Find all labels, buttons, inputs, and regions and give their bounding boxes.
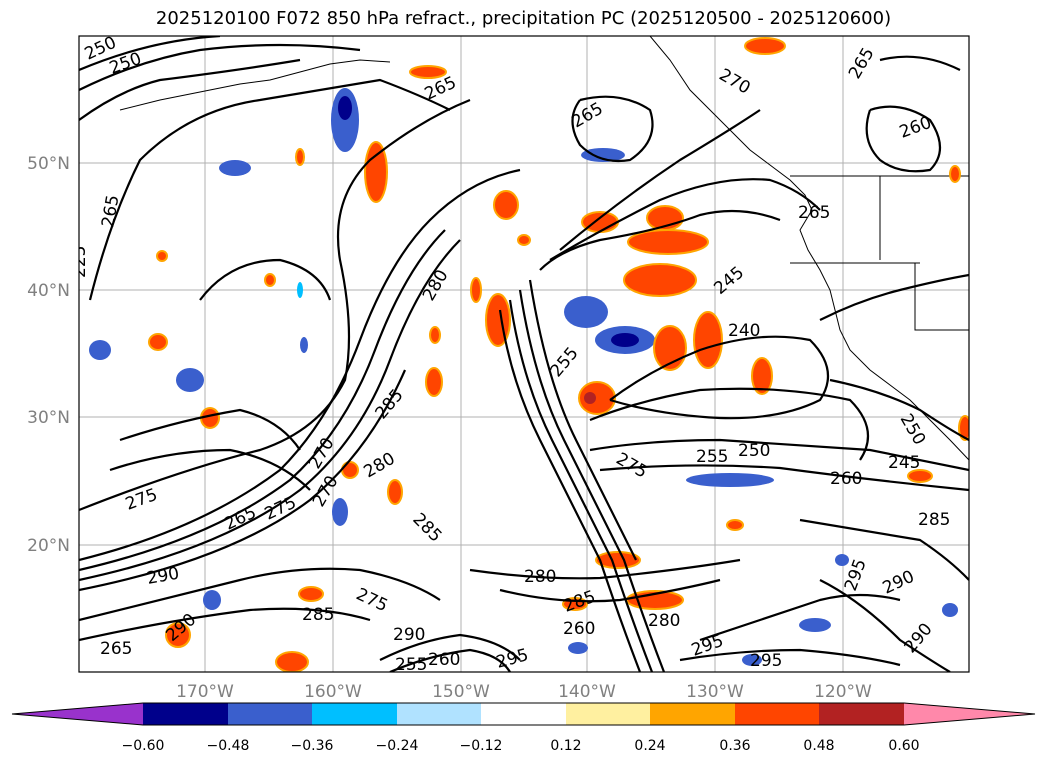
contour-label: 240 bbox=[728, 321, 760, 341]
longitude-labels: 170°W 160°W 150°W 140°W 130°W 120°W bbox=[176, 682, 872, 702]
plot-title: 2025120100 F072 850 hPa refract., precip… bbox=[155, 8, 892, 29]
contour-label: 245 bbox=[888, 453, 920, 473]
contour-label: 295 bbox=[750, 651, 782, 671]
lat-label-40n: 40°N bbox=[27, 281, 70, 301]
contour-label: 280 bbox=[648, 611, 680, 631]
contour-label: 265 bbox=[798, 203, 830, 223]
colorbar-tick-label: 0.48 bbox=[803, 738, 834, 754]
colorbar-tick-label: 0.12 bbox=[550, 738, 581, 754]
colorbar-bin bbox=[143, 703, 228, 725]
lon-label-140w: 140°W bbox=[558, 682, 616, 702]
colorbar-bin bbox=[819, 703, 904, 725]
coastlines bbox=[119, 36, 969, 461]
contour-label: 260 bbox=[563, 619, 595, 639]
contour-label: 250 bbox=[738, 441, 770, 461]
lat-label-50n: 50°N bbox=[27, 154, 70, 174]
colorbar-tick-label: 0.60 bbox=[888, 738, 919, 754]
colorbar-tick-label: −0.12 bbox=[460, 738, 503, 754]
contour-label: 260 bbox=[428, 650, 460, 670]
colorbar-bin bbox=[228, 703, 312, 725]
colorbar-tick-label: 0.24 bbox=[634, 738, 665, 754]
colorbar-tick-label: −0.36 bbox=[291, 738, 334, 754]
colorbar-bin bbox=[735, 703, 819, 725]
colorbar-tick-label: 0.36 bbox=[719, 738, 750, 754]
lon-label-120w: 120°W bbox=[814, 682, 872, 702]
colorbar-tick-labels: −0.60 −0.48 −0.36 −0.24 −0.12 0.12 0.24 … bbox=[122, 738, 920, 754]
colorbar: −0.60 −0.48 −0.36 −0.24 −0.12 0.12 0.24 … bbox=[11, 702, 1036, 754]
contour-label: 285 bbox=[918, 510, 950, 530]
contour-label: 290 bbox=[393, 625, 425, 645]
refractivity-contours bbox=[79, 36, 969, 672]
lon-label-150w: 150°W bbox=[432, 682, 490, 702]
contour-label: 225 bbox=[70, 246, 90, 278]
colorbar-bin bbox=[397, 703, 481, 725]
contour-label: 265 bbox=[100, 639, 132, 659]
contour-label: 285 bbox=[302, 605, 334, 625]
colorbar-bin bbox=[650, 703, 735, 725]
contour-label: 255 bbox=[395, 655, 427, 675]
colorbar-tick-label: −0.60 bbox=[122, 738, 165, 754]
colorbar-outline bbox=[11, 702, 1036, 726]
contour-label: 255 bbox=[696, 447, 728, 467]
contour-label: 280 bbox=[524, 567, 556, 587]
graticule bbox=[79, 36, 969, 672]
lat-label-30n: 30°N bbox=[27, 408, 70, 428]
lon-label-160w: 160°W bbox=[304, 682, 362, 702]
colorbar-bin bbox=[481, 703, 566, 725]
colorbar-bin bbox=[566, 703, 650, 725]
colorbar-bin bbox=[312, 703, 397, 725]
colorbar-tick-label: −0.48 bbox=[207, 738, 250, 754]
lon-label-130w: 130°W bbox=[686, 682, 744, 702]
lat-label-20n: 20°N bbox=[27, 536, 70, 556]
lon-label-170w: 170°W bbox=[176, 682, 234, 702]
colorbar-extend-high bbox=[904, 703, 1035, 725]
colorbar-tick-label: −0.24 bbox=[376, 738, 419, 754]
map-frame bbox=[78, 35, 970, 673]
latitude-labels: 50°N 40°N 30°N 20°N bbox=[27, 154, 70, 556]
precip-anomaly-fills bbox=[89, 37, 969, 672]
colorbar-extend-low bbox=[12, 703, 143, 725]
contour-label: 260 bbox=[830, 469, 862, 489]
